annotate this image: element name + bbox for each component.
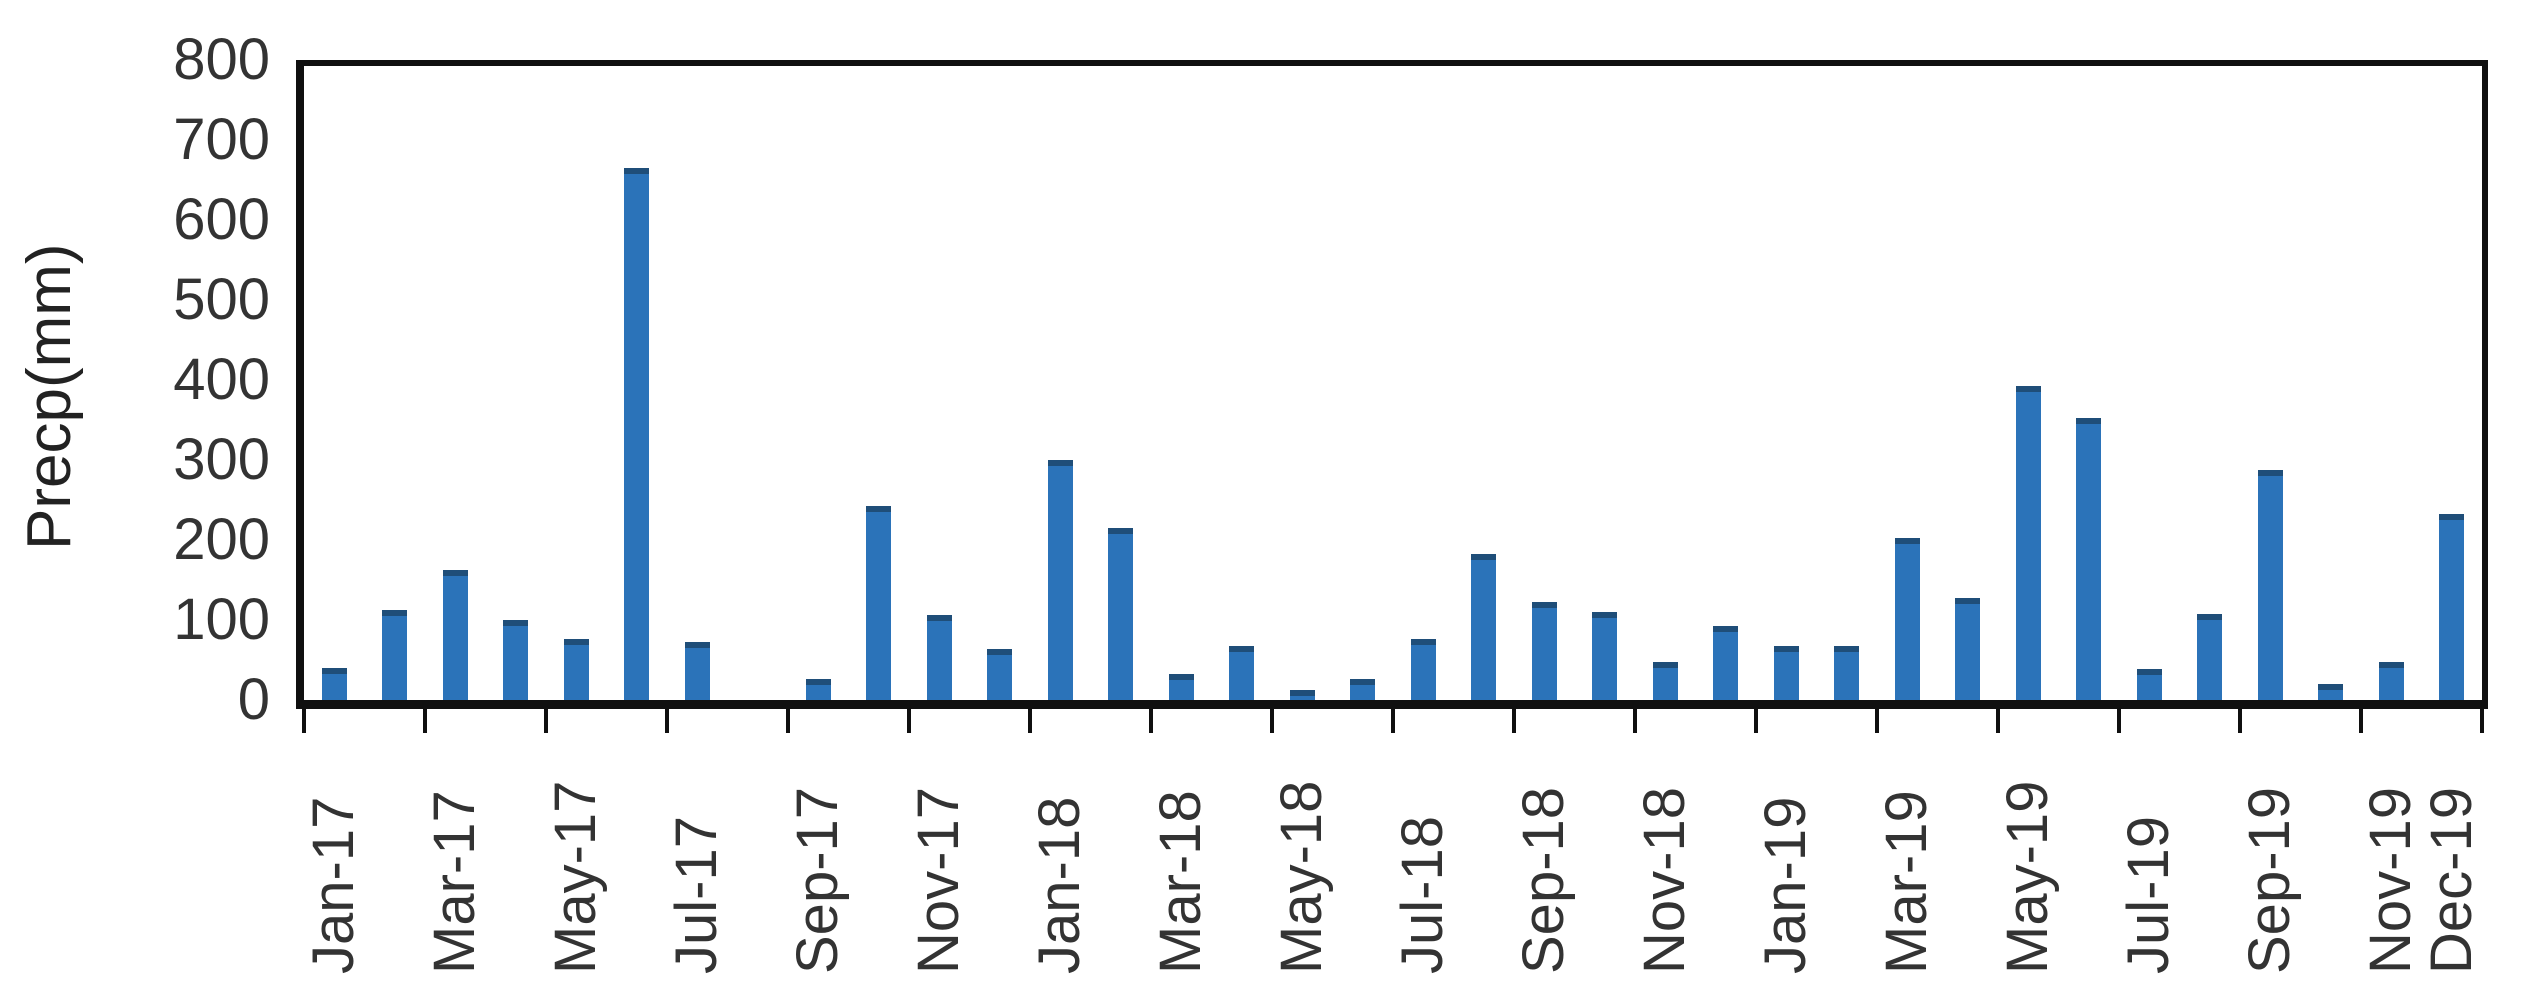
x-tick-label-Sep-19: Sep-19	[2237, 786, 2302, 974]
bar-Jun-19	[2076, 418, 2101, 700]
bar-Apr-17	[503, 620, 528, 700]
x-tick-mark	[423, 709, 427, 733]
y-tick-label-100: 100	[173, 587, 270, 652]
x-tick-mark	[1996, 709, 2000, 733]
bar-Jun-17	[624, 168, 649, 700]
x-tick-label-Sep-18: Sep-18	[1511, 786, 1576, 974]
y-tick-label-0: 0	[237, 667, 270, 732]
bar-Jan-19	[1774, 646, 1799, 700]
x-tick-label-Jan-19: Jan-19	[1753, 796, 1818, 974]
bar-Jan-18	[1048, 460, 1073, 700]
x-tick-label-Jul-17: Jul-17	[664, 816, 729, 974]
x-tick-mark	[1270, 709, 1274, 733]
x-tick-label-Nov-18: Nov-18	[1632, 787, 1697, 974]
bar-Jul-19	[2137, 669, 2162, 700]
bar-Apr-19	[1955, 598, 1980, 700]
x-tick-mark	[302, 709, 306, 733]
bar-Sep-18	[1532, 602, 1557, 700]
x-tick-label-Nov-19: Nov-19	[2358, 787, 2423, 974]
x-tick-label-Jan-17: Jan-17	[301, 796, 366, 974]
x-tick-mark	[907, 709, 911, 733]
bar-Apr-18	[1229, 646, 1254, 700]
x-tick-label-Dec-19: Dec-19	[2419, 787, 2484, 974]
x-tick-mark	[2359, 709, 2363, 733]
bar-Dec-17	[987, 649, 1012, 700]
x-tick-label-May-19: May-19	[1995, 780, 2060, 974]
bar-May-19	[2016, 386, 2041, 700]
x-tick-label-Jul-19: Jul-19	[2116, 816, 2181, 974]
bar-Jul-18	[1411, 639, 1436, 700]
bar-Mar-17	[443, 570, 468, 700]
bar-Jun-18	[1350, 679, 1375, 700]
y-tick-label-600: 600	[173, 187, 270, 252]
bar-Dec-18	[1713, 626, 1738, 700]
x-tick-label-Mar-18: Mar-18	[1148, 790, 1213, 974]
bar-Oct-18	[1592, 612, 1617, 700]
x-tick-mark	[1754, 709, 1758, 733]
bar-Feb-18	[1108, 528, 1133, 700]
x-tick-mark	[1633, 709, 1637, 733]
x-tick-mark	[1875, 709, 1879, 733]
x-tick-mark	[2480, 709, 2484, 733]
bar-Aug-18	[1471, 554, 1496, 700]
x-tick-label-Jul-18: Jul-18	[1390, 816, 1455, 974]
bar-Feb-17	[382, 610, 407, 700]
bar-Sep-19	[2258, 470, 2283, 700]
bar-Sep-17	[806, 679, 831, 700]
bar-May-18	[1290, 690, 1315, 700]
x-tick-mark	[2117, 709, 2121, 733]
x-tick-label-Jan-18: Jan-18	[1027, 796, 1092, 974]
x-tick-mark	[1512, 709, 1516, 733]
bar-Jan-17	[322, 668, 347, 700]
x-tick-mark	[1149, 709, 1153, 733]
bar-Jul-17	[685, 642, 710, 700]
bar-Aug-19	[2197, 614, 2222, 700]
y-tick-label-700: 700	[173, 107, 270, 172]
x-tick-mark	[1028, 709, 1032, 733]
bar-Mar-18	[1169, 674, 1194, 700]
x-tick-mark	[1391, 709, 1395, 733]
bar-May-17	[564, 639, 589, 700]
bar-Nov-19	[2379, 662, 2404, 700]
bar-Oct-17	[866, 506, 891, 700]
x-tick-mark	[544, 709, 548, 733]
y-tick-label-800: 800	[173, 27, 270, 92]
bar-Oct-19	[2318, 684, 2343, 700]
bar-Feb-19	[1834, 646, 1859, 700]
x-tick-label-Sep-17: Sep-17	[785, 786, 850, 974]
x-tick-label-Mar-19: Mar-19	[1874, 790, 1939, 974]
x-tick-label-Nov-17: Nov-17	[906, 787, 971, 974]
x-tick-label-May-17: May-17	[543, 780, 608, 974]
x-tick-mark	[2238, 709, 2242, 733]
bar-Dec-19	[2439, 514, 2464, 700]
y-tick-label-500: 500	[173, 267, 270, 332]
y-tick-label-300: 300	[173, 427, 270, 492]
x-tick-label-Mar-17: Mar-17	[422, 790, 487, 974]
bar-Nov-17	[927, 615, 952, 700]
bar-Mar-19	[1895, 538, 1920, 700]
x-tick-label-May-18: May-18	[1269, 780, 1334, 974]
x-tick-mark	[665, 709, 669, 733]
bar-Nov-18	[1653, 662, 1678, 700]
y-tick-label-400: 400	[173, 347, 270, 412]
plot-area	[296, 60, 2488, 709]
x-tick-mark	[786, 709, 790, 733]
y-tick-label-200: 200	[173, 507, 270, 572]
